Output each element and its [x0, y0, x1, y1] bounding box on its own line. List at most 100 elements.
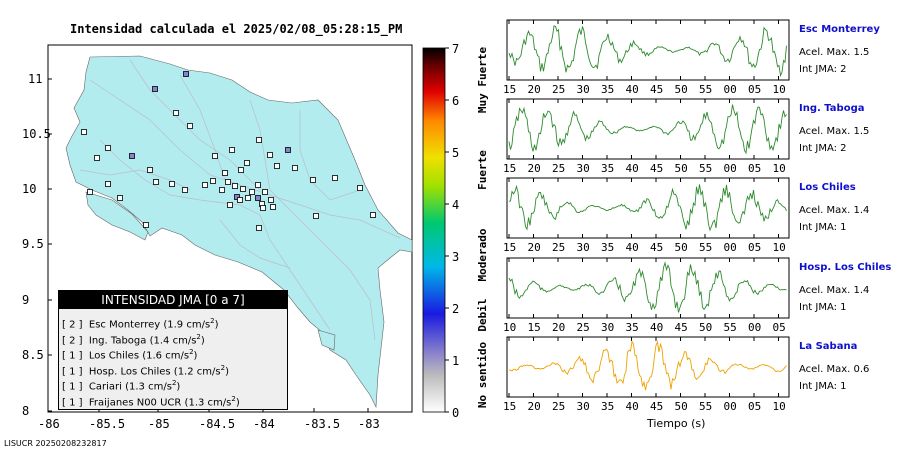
- waveform-trace: [508, 104, 787, 155]
- legend-item-name: Ing. Taboga: [88, 334, 147, 346]
- waveform-tick-label: 50: [699, 321, 712, 334]
- waveform-tick-label: 00: [748, 321, 761, 334]
- station-marker: [227, 202, 233, 208]
- station-accel: Acel. Max. 1.4: [799, 285, 870, 296]
- waveform-tick-label: 40: [626, 400, 639, 413]
- map-x-tick-label: -84: [253, 417, 275, 431]
- map-x-ticks: -86 -85.5 -85 -84.5 -84 -83.5 -83: [38, 408, 380, 431]
- waveform-tick-label: 50: [675, 162, 688, 175]
- station-jma: Int JMA: 2: [799, 64, 847, 75]
- waveform-tick-label: 05: [748, 162, 761, 175]
- waveform-tick-label: 20: [528, 162, 541, 175]
- station-marker: [152, 86, 158, 92]
- station-marker: [105, 145, 111, 151]
- waveform-tick-label: 50: [675, 83, 688, 96]
- station-accel: Acel. Max. 1.5: [799, 47, 870, 58]
- map-x-tick-label: -86: [38, 417, 60, 431]
- station-marker: [313, 213, 319, 219]
- waveform-tick-label: 55: [699, 400, 712, 413]
- station-marker: [234, 194, 240, 200]
- station-marker: [310, 177, 316, 183]
- legend-item-unit-exp: 2: [189, 348, 194, 356]
- waveform-tick-label: 25: [552, 400, 565, 413]
- waveform-tick-label: 45: [650, 400, 663, 413]
- legend-item-unit: cm/s: [172, 334, 197, 346]
- waveform-tick-label: 00: [724, 400, 737, 413]
- station-marker: [187, 123, 193, 129]
- station-name: La Sabana: [799, 341, 858, 352]
- colorbar-tick-label: 1: [452, 354, 459, 368]
- map-y-tick-label: 10.5: [22, 127, 51, 141]
- station-name: Hosp. Los Chiles: [799, 262, 892, 273]
- station-marker: [105, 181, 111, 187]
- waveform-tick-label: 55: [724, 321, 737, 334]
- station-marker: [244, 160, 250, 166]
- colorbar-tick-label: 7: [452, 42, 459, 56]
- waveform-trace: [508, 340, 787, 391]
- waveform-tick-label: 40: [650, 321, 663, 334]
- legend-item-unit: cm/s: [186, 319, 211, 331]
- waveform-tick-label: 15: [503, 83, 516, 96]
- map-y-tick-label: 11: [28, 72, 42, 86]
- osa-peninsula: [317, 329, 336, 351]
- waveform-tick-label: 10: [773, 400, 786, 413]
- station-marker: [268, 197, 274, 203]
- legend-item: [ 2 ] Ing. Taboga (1.4 cm/s2): [62, 332, 205, 346]
- waveform-tick-label: 25: [552, 83, 565, 96]
- map-y-tick-label: 8: [22, 404, 29, 418]
- legend-item-name: Esc Monterrey: [88, 319, 161, 331]
- map-y-ticks: 11 10.5 10 9.5 9 8.5 8: [22, 72, 52, 418]
- station-marker: [87, 189, 93, 195]
- legend-item: [ 1 ] Los Chiles (1.6 cm/s2): [62, 348, 198, 362]
- waveform-tick-label: 20: [528, 83, 541, 96]
- station-marker: [238, 167, 244, 173]
- station-marker: [256, 137, 262, 143]
- waveform-tick-label: 50: [675, 241, 688, 254]
- waveform-frame: [506, 336, 790, 398]
- waveform-frame: [506, 177, 790, 239]
- station-marker: [117, 195, 123, 201]
- colorbar-labels: Muy Fuerte Fuerte Moderado Debil No sentido: [476, 47, 489, 409]
- intensity-colorbar: 7 6 5 4 3 2 1 0 Muy Fuerte Fuerte Moderado Debil No…: [422, 42, 489, 420]
- map-y-tick-label: 10: [22, 182, 36, 196]
- waveform-tick-label: 35: [601, 83, 614, 96]
- legend-item-value: 1.3: [188, 396, 205, 408]
- waveform-frame: [506, 19, 790, 81]
- colorbar-tick-label: 5: [452, 146, 459, 160]
- station-name: Esc Monterrey: [799, 24, 880, 35]
- legend-item-value: 1.9: [167, 319, 184, 331]
- map-x-tick-label: -85: [148, 417, 170, 431]
- station-marker: [370, 212, 376, 218]
- station-jma: Int JMA: 1: [799, 222, 847, 233]
- legend-item-value: 1.4: [153, 334, 170, 346]
- map-x-tick-label: -84.5: [199, 417, 235, 431]
- station-marker: [94, 155, 100, 161]
- legend-item-unit: cm/s: [207, 396, 232, 408]
- legend-item-unit-exp: 2: [171, 379, 177, 387]
- colorbar-tick-label: 3: [452, 250, 459, 264]
- waveform-tick-label: 10: [773, 83, 786, 96]
- legend-item-unit: cm/s: [196, 365, 221, 377]
- legend-item-name: Fraijanes N00 UCR: [88, 396, 182, 408]
- station-name: Los Chiles: [799, 182, 856, 193]
- legend-item-level: [ 1 ]: [62, 350, 83, 362]
- station-marker: [262, 189, 268, 195]
- footer-id: LISUCR 20250208232817: [4, 439, 107, 448]
- waveform-tick-label: 45: [675, 321, 688, 334]
- waveform-tick-label: 35: [601, 400, 614, 413]
- station-name: Ing. Taboga: [799, 103, 865, 114]
- station-marker: [260, 205, 266, 211]
- legend-item-value: 1.6: [146, 350, 163, 362]
- station-jma: Int JMA: 1: [799, 381, 847, 392]
- map-y-tick-label: 9.5: [22, 237, 44, 251]
- waveform-tick-label: 55: [699, 241, 712, 254]
- station-marker: [249, 189, 255, 195]
- station-marker: [256, 225, 262, 231]
- waveform-tick-label: 45: [650, 162, 663, 175]
- colorbar-tick-label: 4: [452, 198, 459, 212]
- colorbar-label: Moderado: [476, 228, 489, 281]
- station-marker: [219, 187, 225, 193]
- station-marker: [143, 222, 149, 228]
- waveform-tick-label: 15: [503, 400, 516, 413]
- legend-item-unit-exp: 2: [210, 317, 215, 325]
